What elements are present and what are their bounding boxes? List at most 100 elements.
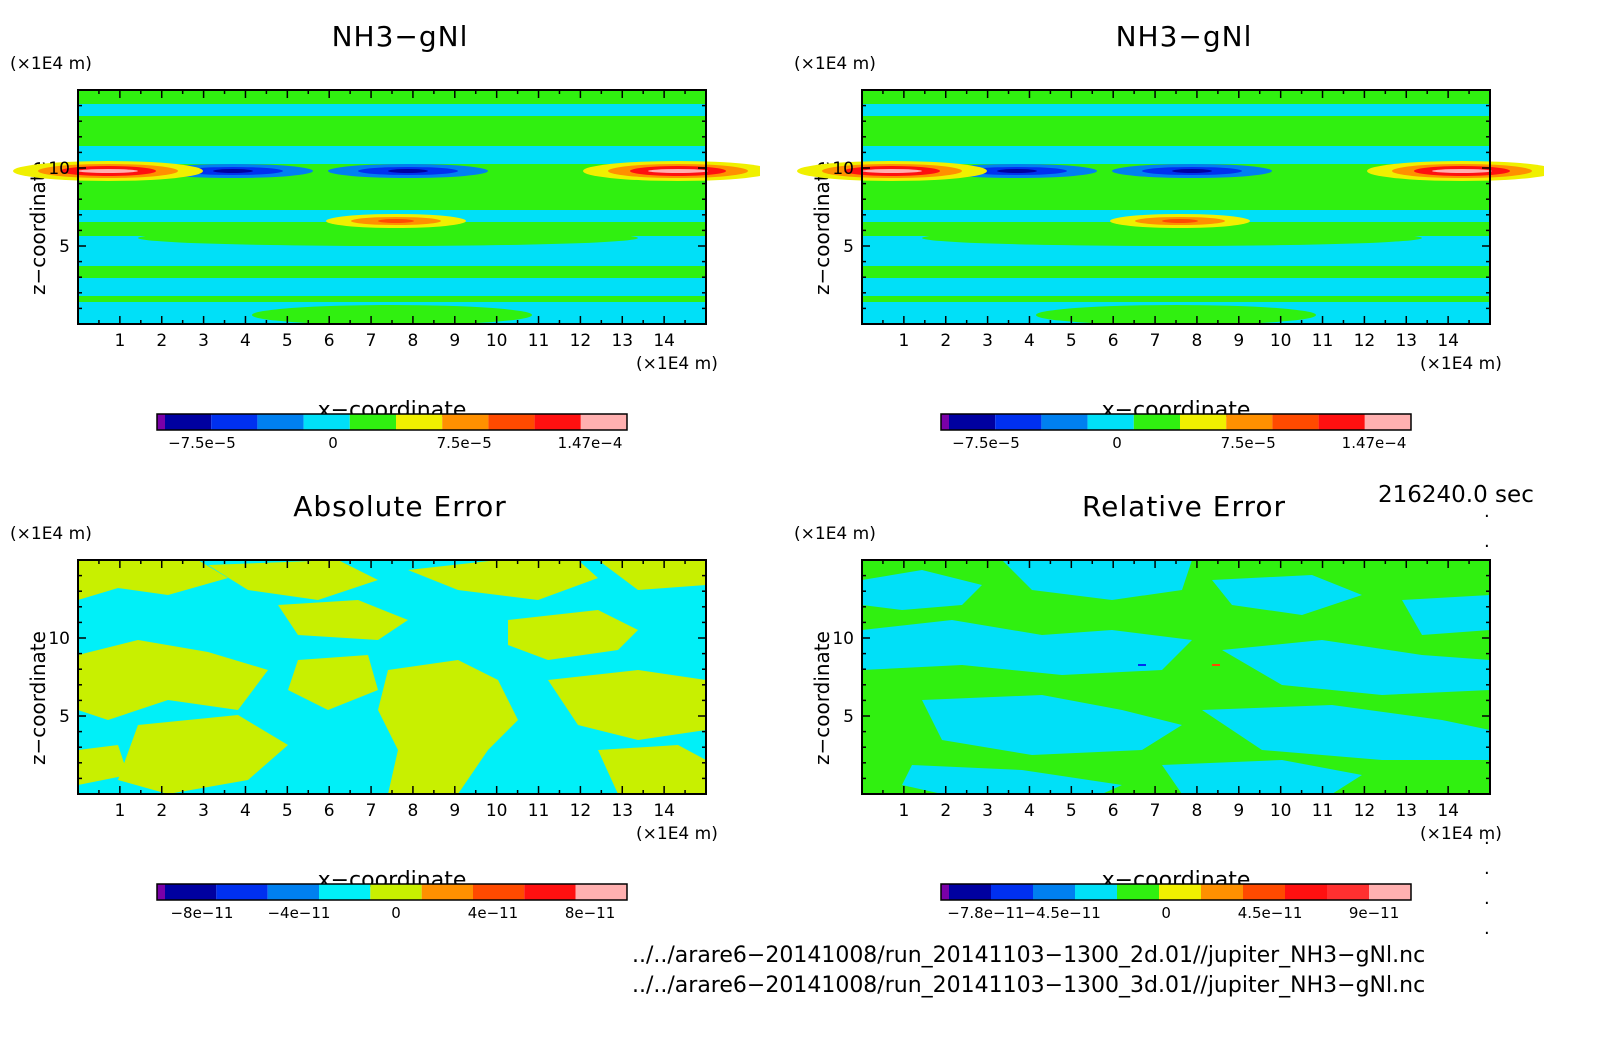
colorbar-swatch	[1033, 884, 1075, 900]
colorbar-label: 4.5e−11	[1238, 904, 1303, 922]
x-tick-label: 3	[198, 331, 209, 351]
y-units-label: (×1E4 m)	[794, 524, 876, 544]
band-cyan	[78, 104, 706, 116]
error-region	[78, 745, 128, 785]
decorative-dot: .	[1484, 858, 1490, 879]
max-contour	[78, 169, 138, 173]
error-region	[78, 640, 268, 720]
min-contour	[997, 169, 1037, 173]
x-tick-label: 12	[570, 331, 592, 351]
x-tick-label: 2	[940, 801, 951, 821]
x-tick-label: 5	[282, 331, 293, 351]
x-tick-label: 9	[1233, 331, 1244, 351]
file-path-2d: ../../arare6−20141008/run_20141103−1300_…	[632, 943, 1426, 968]
error-region	[598, 560, 706, 590]
colorbar-label: −7.5e−5	[168, 434, 236, 452]
error-region	[548, 670, 706, 740]
colorbar-frame	[156, 413, 628, 431]
colorbar-label: −8e−11	[170, 904, 233, 922]
colorbar-swatch	[396, 414, 443, 430]
band-green	[1036, 305, 1316, 325]
colorbar-swatch	[1272, 414, 1319, 430]
colorbar-swatch	[1226, 414, 1273, 430]
x-tick-label: 7	[1150, 331, 1161, 351]
x-tick-label: 10	[1270, 331, 1292, 351]
colorbar-label: 0	[1112, 434, 1122, 452]
x-tick-label: 1	[114, 801, 125, 821]
panel-title: Absolute Error	[293, 490, 507, 523]
x-tick-label: 4	[240, 801, 251, 821]
colorbar-swatch	[580, 414, 627, 430]
error-region	[1402, 595, 1490, 635]
error-region	[278, 600, 408, 640]
x-tick-label: 14	[1437, 801, 1459, 821]
x-tick-label: 5	[282, 801, 293, 821]
colorbar-swatch	[1117, 884, 1159, 900]
x-tick-label: 9	[449, 331, 460, 351]
extreme-marker	[1212, 664, 1220, 666]
colorbar-swatch	[157, 414, 165, 430]
x-tick-label: 3	[982, 801, 993, 821]
colorbar-label: −7.8e−11	[947, 904, 1024, 922]
band-cyan	[862, 104, 1490, 116]
colorbar-swatch	[165, 884, 217, 900]
colorbar-swatch	[267, 884, 319, 900]
x-tick-label: 6	[1108, 801, 1119, 821]
panel-title: Relative Error	[1081, 490, 1287, 523]
y-units-label: (×1E4 m)	[10, 524, 92, 544]
band-cyan	[78, 146, 706, 164]
max-contour	[648, 169, 708, 173]
x-tick-label: 11	[528, 331, 550, 351]
band-green	[138, 230, 638, 246]
x-tick-label: 11	[528, 801, 550, 821]
colorbar-swatch	[303, 414, 350, 430]
x-tick-label: 4	[1024, 801, 1035, 821]
x-tick-label: 13	[611, 331, 633, 351]
colorbar-label: 4e−11	[468, 904, 518, 922]
x-tick-label: 7	[366, 331, 377, 351]
x-units-label: (×1E4 m)	[1420, 824, 1502, 844]
error-region	[378, 660, 518, 794]
error-region	[1002, 560, 1192, 600]
colorbar-swatch	[534, 414, 581, 430]
decorative-dot: .	[1484, 828, 1490, 849]
colorbar-frame	[940, 413, 1412, 431]
colorbar-swatch	[473, 884, 525, 900]
error-region	[118, 715, 288, 794]
colorbar-swatch	[1285, 884, 1327, 900]
y-tick-label: 5	[59, 237, 70, 257]
x-tick-label: 9	[1233, 801, 1244, 821]
colorbar-label: 0	[391, 904, 401, 922]
colorbar-frame	[156, 883, 628, 901]
x-tick-label: 12	[570, 801, 592, 821]
x-tick-label: 8	[1192, 801, 1203, 821]
colorbar-frame	[940, 883, 1412, 901]
colorbar-swatch	[216, 884, 268, 900]
panel-title: NH3−gNl	[331, 20, 469, 53]
colorbar-label: −4.5e−11	[1024, 904, 1101, 922]
error-region	[1222, 640, 1490, 695]
colorbar-swatch	[1180, 414, 1227, 430]
colorbar-swatch	[1041, 414, 1088, 430]
min-contour	[388, 169, 428, 173]
colorbar-swatch	[319, 884, 371, 900]
x-tick-label: 1	[898, 331, 909, 351]
colorbar-swatch	[488, 414, 535, 430]
colorbar-swatch	[165, 414, 212, 430]
error-region	[208, 560, 378, 600]
colorbar: −7.5e−5 0 7.5e−5 1.47e−4	[156, 413, 628, 452]
colorbar: −8e−11 −4e−11 0 4e−11 8e−11	[156, 883, 628, 922]
x-tick-label: 11	[1312, 331, 1334, 351]
x-tick-label: 14	[1437, 331, 1459, 351]
colorbar-swatch	[211, 414, 258, 430]
colorbar-label: 7.5e−5	[1221, 434, 1276, 452]
colorbar-swatch	[524, 884, 576, 900]
max-contour	[1162, 219, 1198, 223]
band-cyan	[78, 278, 706, 296]
colorbar-swatch	[1087, 414, 1134, 430]
decorative-dot: .	[1484, 888, 1490, 909]
colorbar-swatch	[941, 884, 949, 900]
